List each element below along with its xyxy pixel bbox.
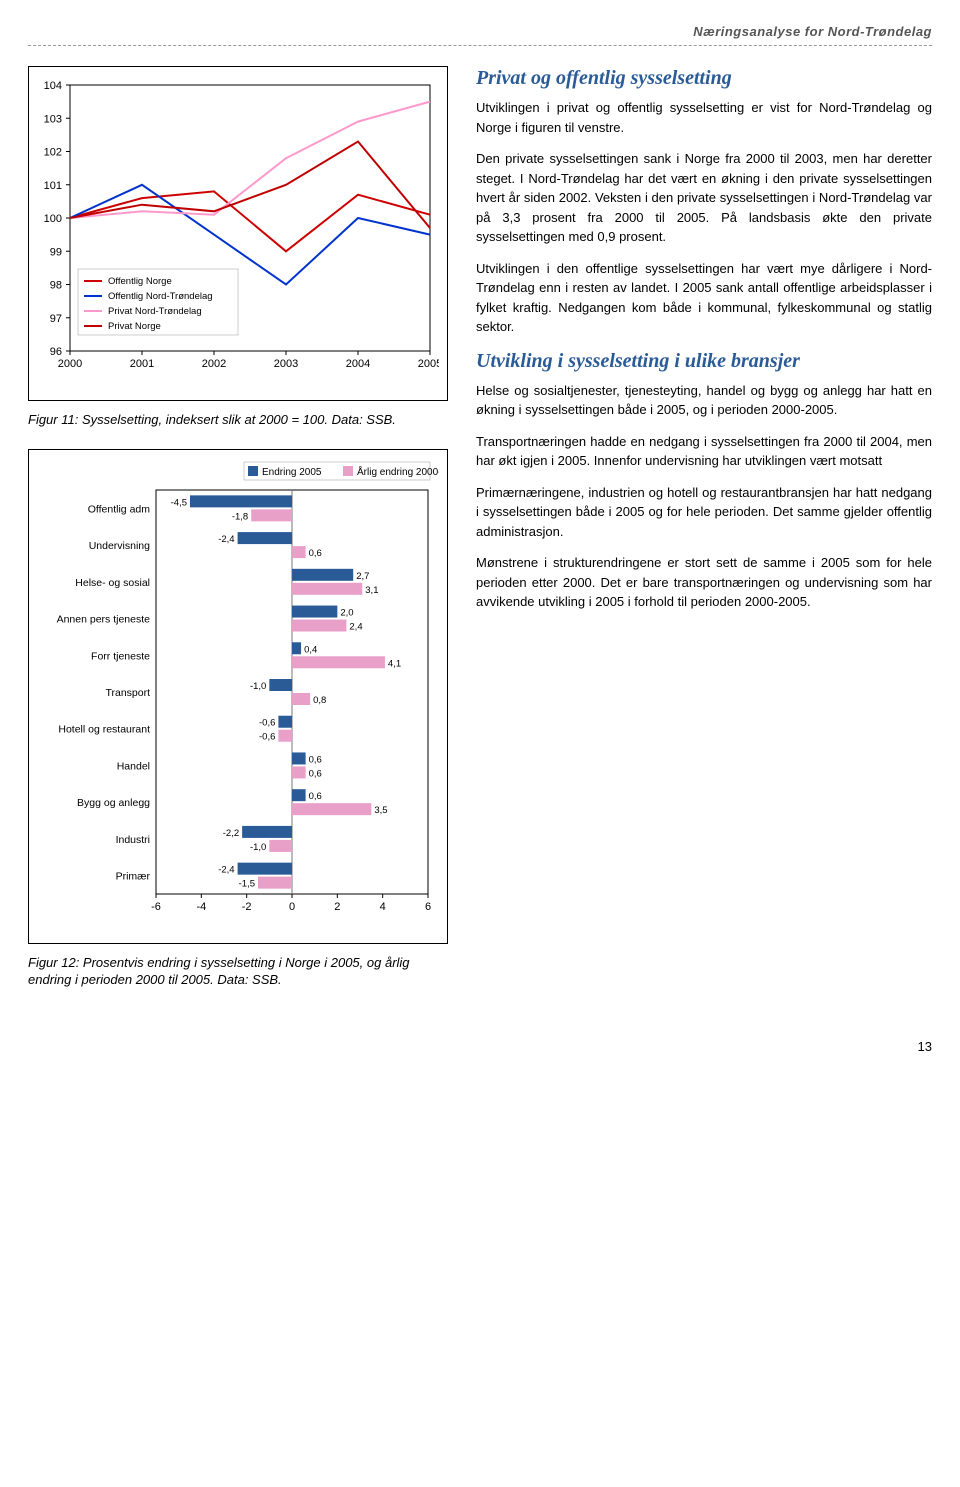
svg-text:Primær: Primær xyxy=(116,870,151,882)
section2-p2: Transportnæringen hadde en nedgang i sys… xyxy=(476,432,932,471)
svg-text:2: 2 xyxy=(334,901,340,913)
svg-text:98: 98 xyxy=(50,280,62,292)
section2-p1: Helse og sosialtjenester, tjenesteyting,… xyxy=(476,381,932,420)
bar-chart-caption: Figur 12: Prosentvis endring i sysselset… xyxy=(28,954,448,989)
svg-text:-4: -4 xyxy=(196,901,206,913)
svg-text:Forr tjeneste: Forr tjeneste xyxy=(91,650,150,662)
svg-text:-2: -2 xyxy=(242,901,252,913)
svg-text:104: 104 xyxy=(44,80,62,92)
svg-text:3,5: 3,5 xyxy=(374,805,387,816)
svg-text:99: 99 xyxy=(50,246,62,258)
svg-text:2005: 2005 xyxy=(418,358,439,370)
page-body: 96 97 98 99 100 101 102 103 104 2000 2001 2002 2003 2… xyxy=(28,66,932,1009)
line-chart-box: 96 97 98 99 100 101 102 103 104 2000 2001 2002 2003 2… xyxy=(28,66,448,401)
page-number: 13 xyxy=(28,1039,932,1054)
svg-text:0,8: 0,8 xyxy=(313,695,326,706)
svg-text:101: 101 xyxy=(44,180,62,192)
svg-text:2003: 2003 xyxy=(274,358,298,370)
svg-text:2004: 2004 xyxy=(346,358,370,370)
svg-text:Endring 2005: Endring 2005 xyxy=(262,467,322,478)
left-column: 96 97 98 99 100 101 102 103 104 2000 2001 2002 2003 2… xyxy=(28,66,448,1009)
svg-text:2002: 2002 xyxy=(202,358,226,370)
svg-text:6: 6 xyxy=(425,901,431,913)
svg-text:0,4: 0,4 xyxy=(304,644,317,655)
svg-text:2,7: 2,7 xyxy=(356,570,369,581)
svg-text:3,1: 3,1 xyxy=(365,584,378,595)
page-header: Næringsanalyse for Nord-Trøndelag xyxy=(28,24,932,46)
svg-text:Transport: Transport xyxy=(105,687,150,699)
svg-text:2,4: 2,4 xyxy=(349,621,362,632)
svg-text:Offentlig Norge: Offentlig Norge xyxy=(108,276,172,287)
svg-text:-2,4: -2,4 xyxy=(218,864,234,875)
svg-text:102: 102 xyxy=(44,147,62,159)
svg-text:2001: 2001 xyxy=(130,358,154,370)
svg-text:97: 97 xyxy=(50,313,62,325)
svg-text:Helse- og sosial: Helse- og sosial xyxy=(75,576,150,588)
svg-text:Årlig endring 2000-2005: Årlig endring 2000-2005 xyxy=(357,465,439,478)
section1-p3: Utviklingen i den offentlige sysselsetti… xyxy=(476,259,932,337)
svg-text:96: 96 xyxy=(50,346,62,358)
svg-text:0: 0 xyxy=(289,901,295,913)
svg-text:-1,0: -1,0 xyxy=(250,681,266,692)
svg-text:-2,2: -2,2 xyxy=(223,827,239,838)
section2-p4: Mønstrene i strukturendringene er stort … xyxy=(476,553,932,612)
svg-text:Hotell og restaurant: Hotell og restaurant xyxy=(58,723,150,735)
svg-text:Offentlig Nord-Trøndelag: Offentlig Nord-Trøndelag xyxy=(108,291,213,302)
svg-text:Undervisning: Undervisning xyxy=(89,540,150,552)
svg-text:100: 100 xyxy=(44,213,62,225)
line-chart-svg: 96 97 98 99 100 101 102 103 104 2000 2001 2002 2003 2… xyxy=(37,77,439,377)
svg-text:0,6: 0,6 xyxy=(309,754,322,765)
svg-text:2000: 2000 xyxy=(58,358,82,370)
svg-text:2,0: 2,0 xyxy=(340,607,353,618)
svg-text:4,1: 4,1 xyxy=(388,658,401,669)
svg-text:Offentlig adm: Offentlig adm xyxy=(88,503,151,515)
svg-text:Privat Norge: Privat Norge xyxy=(108,321,161,332)
svg-text:Handel: Handel xyxy=(117,760,150,772)
svg-text:-4,5: -4,5 xyxy=(171,497,187,508)
section1-p2: Den private sysselsettingen sank i Norge… xyxy=(476,149,932,247)
bar-chart-box: Endring 2005 Årlig endring 2000-2005 -6 -4 -… xyxy=(28,449,448,944)
svg-text:-0,6: -0,6 xyxy=(259,731,275,742)
svg-text:-1,8: -1,8 xyxy=(232,511,248,522)
svg-text:Privat Nord-Trøndelag: Privat Nord-Trøndelag xyxy=(108,306,202,317)
svg-text:0,6: 0,6 xyxy=(309,548,322,559)
svg-text:-0,6: -0,6 xyxy=(259,717,275,728)
svg-text:0,6: 0,6 xyxy=(309,791,322,802)
svg-text:Annen pers tjeneste: Annen pers tjeneste xyxy=(57,613,151,625)
right-column: Privat og offentlig sysselsetting Utvikl… xyxy=(476,66,932,1009)
svg-text:-1,5: -1,5 xyxy=(239,878,255,889)
line-chart-caption: Figur 11: Sysselsetting, indeksert slik … xyxy=(28,411,448,429)
svg-text:Bygg og anlegg: Bygg og anlegg xyxy=(77,797,150,809)
section1-title: Privat og offentlig sysselsetting xyxy=(476,66,932,90)
section2-p3: Primærnæringene, industrien og hotell og… xyxy=(476,483,932,542)
section2-title: Utvikling i sysselsetting i ulike bransj… xyxy=(476,349,932,373)
svg-text:103: 103 xyxy=(44,113,62,125)
svg-text:-1,0: -1,0 xyxy=(250,841,266,852)
svg-text:-2,4: -2,4 xyxy=(218,534,234,545)
svg-text:-6: -6 xyxy=(151,901,161,913)
bar-chart-svg: Endring 2005 Årlig endring 2000-2005 -6 -4 -… xyxy=(37,460,439,920)
svg-text:0,6: 0,6 xyxy=(309,768,322,779)
svg-text:4: 4 xyxy=(380,901,386,913)
section1-p1: Utviklingen i privat og offentlig syssel… xyxy=(476,98,932,137)
svg-text:Industri: Industri xyxy=(116,833,150,845)
